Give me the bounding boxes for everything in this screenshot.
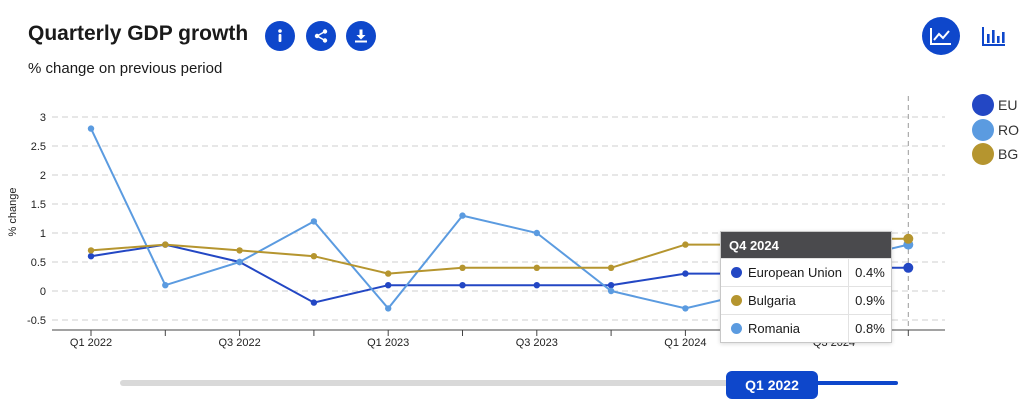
data-point-bg[interactable]	[162, 241, 169, 248]
data-point-bg[interactable]	[310, 253, 318, 260]
bar-chart-icon	[982, 27, 1005, 46]
line-chart-icon	[930, 28, 951, 45]
tooltip-series-name: European Union	[748, 265, 842, 280]
data-point-bg[interactable]	[385, 270, 392, 277]
tooltip-series-name: Romania	[748, 321, 801, 336]
tooltip-series-name: Bulgaria	[748, 293, 796, 308]
time-slider-handle[interactable]: Q1 2022	[726, 371, 818, 399]
tooltip-value: 0.8%	[855, 321, 885, 336]
info-icon	[278, 29, 282, 42]
tooltip-swatch	[731, 323, 742, 334]
y-tick-label: 2.5	[31, 141, 46, 153]
data-point-eu[interactable]	[682, 270, 689, 277]
data-point-ro[interactable]	[385, 305, 392, 312]
data-point-ro[interactable]	[682, 305, 689, 312]
legend-label: EU	[998, 97, 1018, 113]
share-button[interactable]	[306, 21, 336, 51]
data-point-bg[interactable]	[682, 241, 689, 248]
data-point-eu[interactable]	[87, 253, 95, 260]
y-tick-label: 3	[40, 112, 46, 124]
data-point-eu[interactable]	[310, 299, 318, 306]
page-title: Quarterly GDP growth	[28, 22, 249, 45]
tooltip-value: 0.4%	[855, 265, 885, 280]
data-point-bg[interactable]	[533, 264, 540, 271]
data-point-eu[interactable]	[903, 262, 914, 273]
y-tick-label: 0	[40, 286, 46, 298]
x-tick-label: Q1 2024	[664, 337, 706, 349]
download-icon	[355, 29, 367, 43]
x-tick-label: Q1 2023	[367, 337, 409, 349]
data-point-ro[interactable]	[87, 125, 95, 132]
tooltip-value: 0.9%	[855, 293, 885, 308]
data-point-eu[interactable]	[385, 282, 392, 289]
tooltip-swatch	[731, 267, 742, 278]
legend-item-eu[interactable]: EU	[972, 94, 1017, 116]
tooltip-row: Bulgaria 0.9%	[721, 286, 891, 314]
data-point-bg[interactable]	[607, 264, 615, 271]
x-tick-label: Q3 2023	[516, 337, 558, 349]
legend-item-ro[interactable]: RO	[972, 119, 1019, 141]
y-tick-label: 2	[40, 170, 46, 182]
x-tick-label: Q3 2022	[218, 337, 260, 349]
data-point-ro[interactable]	[310, 218, 318, 225]
legend-swatch	[972, 143, 994, 165]
tooltip-row: Romania 0.8%	[721, 314, 891, 342]
data-point-ro[interactable]	[607, 287, 615, 295]
data-point-ro[interactable]	[236, 258, 243, 266]
y-tick-label: -0.5	[27, 315, 46, 327]
data-point-bg[interactable]	[903, 233, 914, 244]
time-slider-track[interactable]	[120, 380, 730, 386]
share-icon	[314, 29, 328, 43]
legend-label: RO	[998, 122, 1019, 138]
data-point-bg[interactable]	[459, 264, 466, 271]
chart-tooltip: Q4 2024 European Union 0.4% Bulgaria 0.9…	[720, 231, 892, 343]
tooltip-row: European Union 0.4%	[721, 258, 891, 286]
data-point-bg[interactable]	[87, 247, 95, 254]
data-point-eu[interactable]	[533, 282, 540, 289]
legend-item-bg[interactable]: BG	[972, 143, 1018, 165]
y-tick-label: 1.5	[31, 199, 46, 211]
line-view-button[interactable]	[922, 17, 960, 55]
bar-view-button[interactable]	[975, 17, 1013, 55]
tooltip-swatch	[731, 295, 742, 306]
page-subtitle: % change on previous period	[28, 60, 223, 77]
time-slider-range[interactable]	[810, 381, 898, 385]
legend-swatch	[972, 119, 994, 141]
x-tick-label: Q1 2022	[70, 337, 112, 349]
data-point-eu[interactable]	[607, 282, 615, 289]
info-button[interactable]	[265, 21, 295, 51]
y-tick-label: 0.5	[31, 257, 46, 269]
data-point-eu[interactable]	[459, 282, 466, 289]
y-axis-label: % change	[7, 188, 19, 237]
download-button[interactable]	[346, 21, 376, 51]
legend-label: BG	[998, 146, 1019, 162]
data-point-ro[interactable]	[162, 282, 169, 289]
y-tick-label: 1	[40, 228, 46, 240]
legend-swatch	[972, 94, 994, 116]
tooltip-title: Q4 2024	[721, 232, 891, 258]
data-point-bg[interactable]	[236, 247, 243, 254]
data-point-ro[interactable]	[459, 212, 466, 219]
data-point-ro[interactable]	[533, 229, 540, 237]
